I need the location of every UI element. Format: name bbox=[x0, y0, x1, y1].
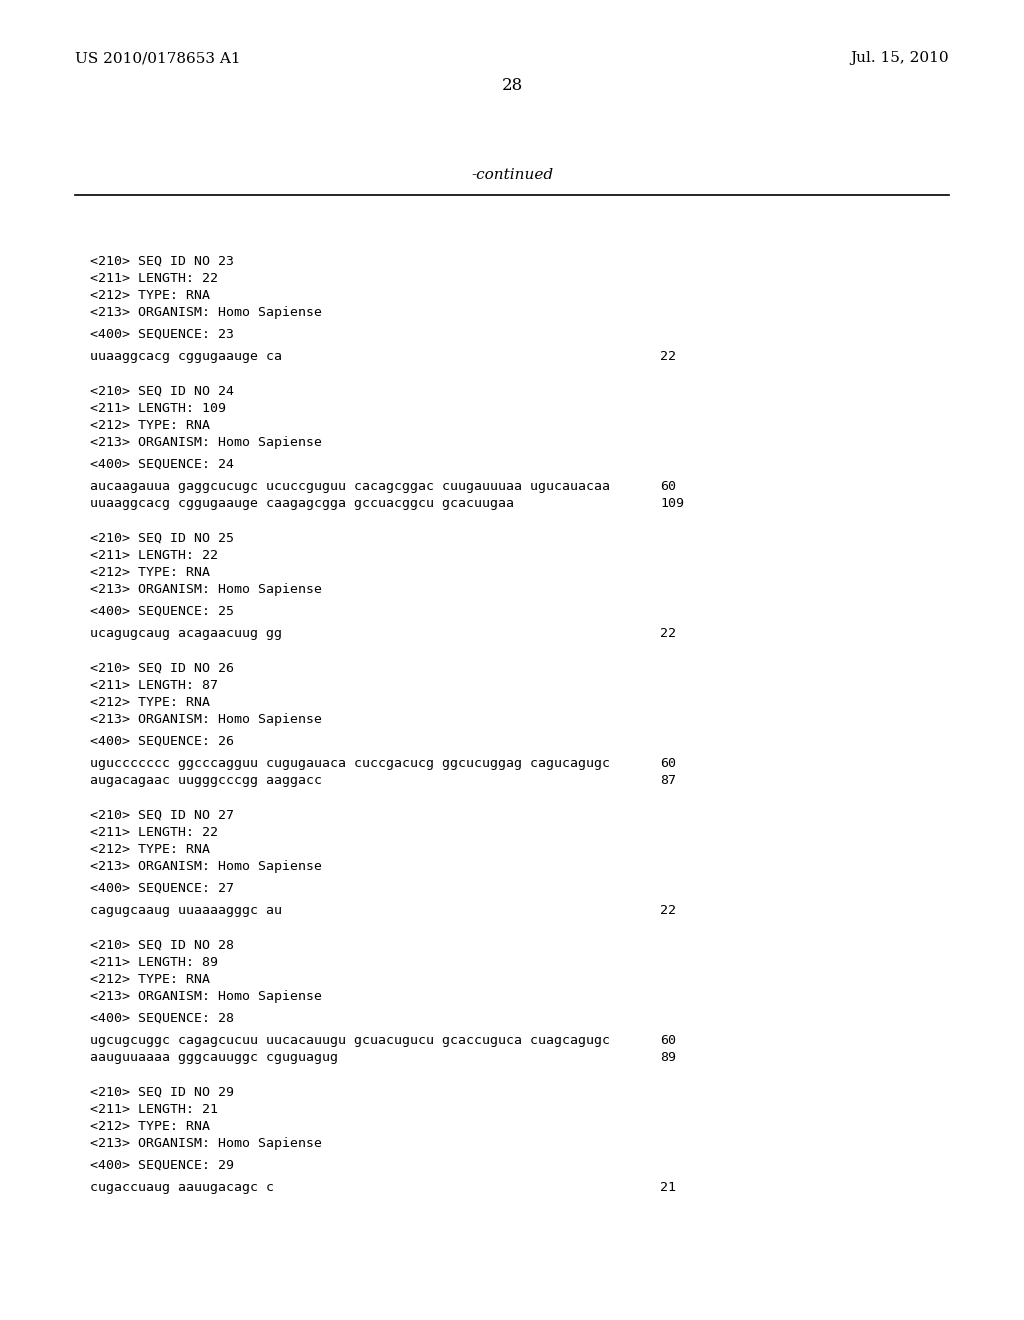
Text: 109: 109 bbox=[660, 498, 684, 510]
Text: 89: 89 bbox=[660, 1051, 676, 1064]
Text: -continued: -continued bbox=[471, 168, 553, 182]
Text: <400> SEQUENCE: 28: <400> SEQUENCE: 28 bbox=[90, 1012, 234, 1026]
Text: <211> LENGTH: 22: <211> LENGTH: 22 bbox=[90, 826, 218, 840]
Text: US 2010/0178653 A1: US 2010/0178653 A1 bbox=[75, 51, 241, 65]
Text: <211> LENGTH: 22: <211> LENGTH: 22 bbox=[90, 549, 218, 562]
Text: ugcugcuggc cagagcucuu uucacauugu gcuacugucu gcaccuguca cuagcagugc: ugcugcuggc cagagcucuu uucacauugu gcuacug… bbox=[90, 1034, 610, 1047]
Text: <213> ORGANISM: Homo Sapiense: <213> ORGANISM: Homo Sapiense bbox=[90, 583, 322, 597]
Text: <212> TYPE: RNA: <212> TYPE: RNA bbox=[90, 418, 210, 432]
Text: <210> SEQ ID NO 27: <210> SEQ ID NO 27 bbox=[90, 809, 234, 822]
Text: <212> TYPE: RNA: <212> TYPE: RNA bbox=[90, 566, 210, 579]
Text: augacagaac uugggcccgg aaggacc: augacagaac uugggcccgg aaggacc bbox=[90, 774, 322, 787]
Text: <213> ORGANISM: Homo Sapiense: <213> ORGANISM: Homo Sapiense bbox=[90, 1137, 322, 1150]
Text: cugaccuaug aauugacagc c: cugaccuaug aauugacagc c bbox=[90, 1181, 274, 1195]
Text: <400> SEQUENCE: 23: <400> SEQUENCE: 23 bbox=[90, 327, 234, 341]
Text: 22: 22 bbox=[660, 904, 676, 917]
Text: aucaagauua gaggcucugc ucuccguguu cacagcggac cuugauuuaa ugucauacaa: aucaagauua gaggcucugc ucuccguguu cacagcg… bbox=[90, 480, 610, 492]
Text: 21: 21 bbox=[660, 1181, 676, 1195]
Text: Jul. 15, 2010: Jul. 15, 2010 bbox=[850, 51, 949, 65]
Text: <212> TYPE: RNA: <212> TYPE: RNA bbox=[90, 843, 210, 855]
Text: uguccccccc ggcccagguu cugugauaca cuccgacucg ggcucuggag cagucagugc: uguccccccc ggcccagguu cugugauaca cuccgac… bbox=[90, 756, 610, 770]
Text: 60: 60 bbox=[660, 756, 676, 770]
Text: 28: 28 bbox=[502, 77, 522, 94]
Text: <210> SEQ ID NO 28: <210> SEQ ID NO 28 bbox=[90, 939, 234, 952]
Text: <400> SEQUENCE: 24: <400> SEQUENCE: 24 bbox=[90, 458, 234, 471]
Text: <211> LENGTH: 22: <211> LENGTH: 22 bbox=[90, 272, 218, 285]
Text: aauguuaaaa gggcauuggc cguguagug: aauguuaaaa gggcauuggc cguguagug bbox=[90, 1051, 338, 1064]
Text: <213> ORGANISM: Homo Sapiense: <213> ORGANISM: Homo Sapiense bbox=[90, 861, 322, 873]
Text: 87: 87 bbox=[660, 774, 676, 787]
Text: 60: 60 bbox=[660, 1034, 676, 1047]
Text: <213> ORGANISM: Homo Sapiense: <213> ORGANISM: Homo Sapiense bbox=[90, 990, 322, 1003]
Text: <213> ORGANISM: Homo Sapiense: <213> ORGANISM: Homo Sapiense bbox=[90, 436, 322, 449]
Text: <210> SEQ ID NO 23: <210> SEQ ID NO 23 bbox=[90, 255, 234, 268]
Text: ucagugcaug acagaacuug gg: ucagugcaug acagaacuug gg bbox=[90, 627, 282, 640]
Text: <213> ORGANISM: Homo Sapiense: <213> ORGANISM: Homo Sapiense bbox=[90, 713, 322, 726]
Text: <210> SEQ ID NO 26: <210> SEQ ID NO 26 bbox=[90, 663, 234, 675]
Text: <211> LENGTH: 89: <211> LENGTH: 89 bbox=[90, 956, 218, 969]
Text: <211> LENGTH: 87: <211> LENGTH: 87 bbox=[90, 678, 218, 692]
Text: <400> SEQUENCE: 29: <400> SEQUENCE: 29 bbox=[90, 1159, 234, 1172]
Text: 60: 60 bbox=[660, 480, 676, 492]
Text: 22: 22 bbox=[660, 350, 676, 363]
Text: <211> LENGTH: 109: <211> LENGTH: 109 bbox=[90, 403, 226, 414]
Text: <212> TYPE: RNA: <212> TYPE: RNA bbox=[90, 1119, 210, 1133]
Text: <400> SEQUENCE: 27: <400> SEQUENCE: 27 bbox=[90, 882, 234, 895]
Text: <212> TYPE: RNA: <212> TYPE: RNA bbox=[90, 289, 210, 302]
Text: <400> SEQUENCE: 25: <400> SEQUENCE: 25 bbox=[90, 605, 234, 618]
Text: uuaaggcacg cggugaauge caagagcgga gccuacggcu gcacuugaa: uuaaggcacg cggugaauge caagagcgga gccuacg… bbox=[90, 498, 514, 510]
Text: <213> ORGANISM: Homo Sapiense: <213> ORGANISM: Homo Sapiense bbox=[90, 306, 322, 319]
Text: <211> LENGTH: 21: <211> LENGTH: 21 bbox=[90, 1104, 218, 1115]
Text: cagugcaaug uuaaaagggc au: cagugcaaug uuaaaagggc au bbox=[90, 904, 282, 917]
Text: uuaaggcacg cggugaauge ca: uuaaggcacg cggugaauge ca bbox=[90, 350, 282, 363]
Text: 22: 22 bbox=[660, 627, 676, 640]
Text: <210> SEQ ID NO 24: <210> SEQ ID NO 24 bbox=[90, 385, 234, 399]
Text: <212> TYPE: RNA: <212> TYPE: RNA bbox=[90, 973, 210, 986]
Text: <210> SEQ ID NO 29: <210> SEQ ID NO 29 bbox=[90, 1086, 234, 1100]
Text: <210> SEQ ID NO 25: <210> SEQ ID NO 25 bbox=[90, 532, 234, 545]
Text: <212> TYPE: RNA: <212> TYPE: RNA bbox=[90, 696, 210, 709]
Text: <400> SEQUENCE: 26: <400> SEQUENCE: 26 bbox=[90, 735, 234, 748]
